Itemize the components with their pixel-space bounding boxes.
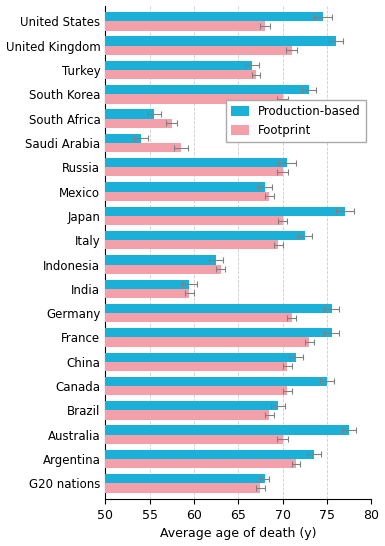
Bar — [0, 12, 323, 21]
Bar — [0, 377, 327, 386]
Bar — [0, 109, 154, 118]
X-axis label: Average age of death (y): Average age of death (y) — [160, 527, 316, 541]
Bar — [0, 94, 283, 104]
Bar — [0, 182, 265, 192]
Bar — [0, 158, 287, 167]
Bar — [0, 386, 287, 395]
Bar — [0, 143, 181, 152]
Bar — [0, 256, 216, 264]
Bar — [0, 459, 296, 468]
Bar — [0, 70, 256, 79]
Bar — [0, 264, 221, 274]
Bar — [0, 450, 314, 459]
Legend: Production-based, Footprint: Production-based, Footprint — [226, 100, 365, 141]
Bar — [0, 337, 309, 347]
Bar — [0, 118, 172, 128]
Bar — [0, 474, 265, 483]
Bar — [0, 411, 270, 420]
Bar — [0, 425, 349, 435]
Bar — [0, 85, 309, 94]
Bar — [0, 289, 189, 298]
Bar — [0, 240, 278, 250]
Bar — [0, 231, 305, 240]
Bar — [0, 61, 252, 70]
Bar — [0, 21, 265, 31]
Bar — [0, 134, 141, 143]
Bar — [0, 167, 283, 176]
Bar — [0, 483, 261, 492]
Bar — [0, 353, 296, 362]
Bar — [0, 304, 331, 313]
Bar — [0, 401, 278, 411]
Bar — [0, 313, 291, 322]
Bar — [0, 206, 345, 216]
Bar — [0, 46, 291, 55]
Bar — [0, 362, 287, 371]
Bar — [0, 37, 336, 46]
Bar — [0, 280, 189, 289]
Bar — [0, 328, 331, 337]
Bar — [0, 435, 283, 444]
Bar — [0, 216, 283, 225]
Bar — [0, 192, 270, 201]
